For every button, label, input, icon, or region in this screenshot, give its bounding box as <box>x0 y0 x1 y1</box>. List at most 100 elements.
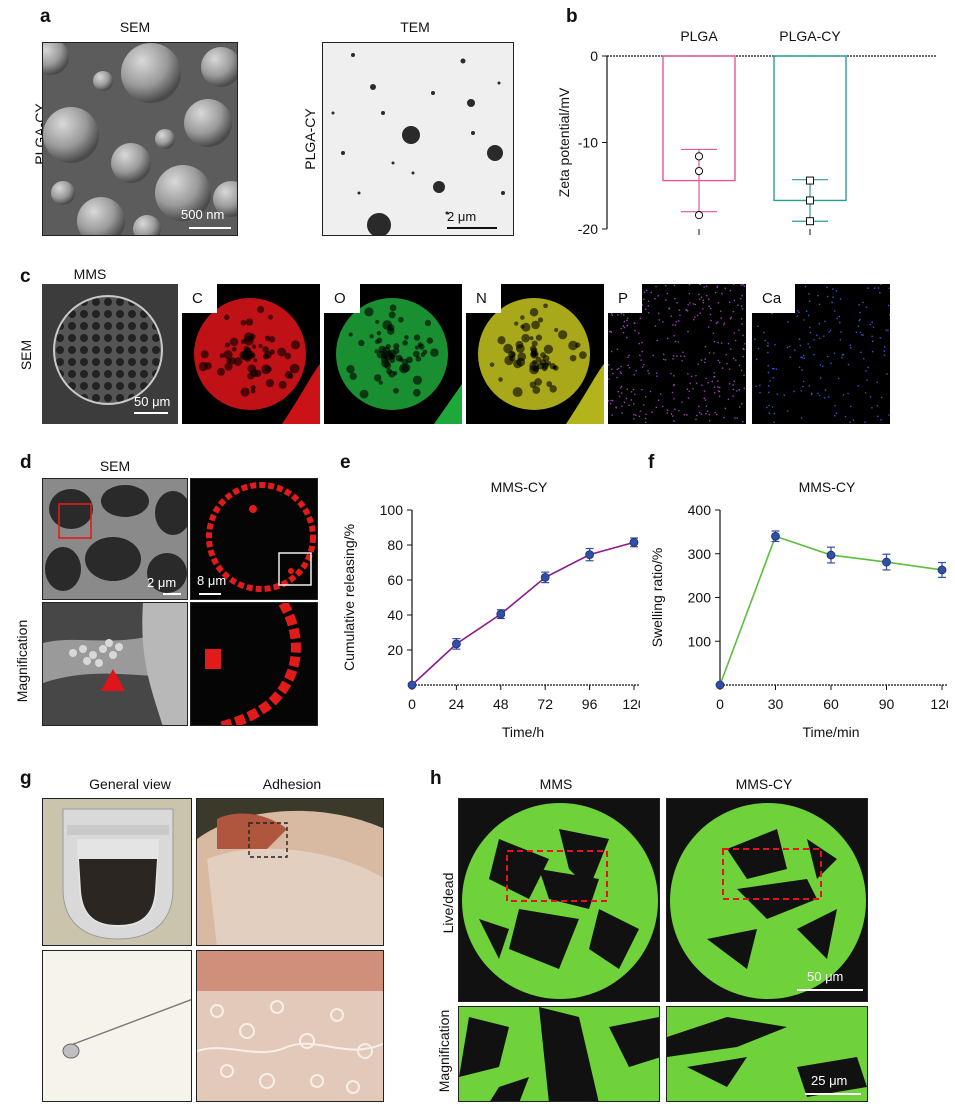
b-data-point <box>694 166 704 176</box>
element-map-label-c: C <box>182 284 217 313</box>
e-x-tick-label: 48 <box>493 696 509 712</box>
e-x-tick-label: 96 <box>582 696 598 712</box>
f-title: MMS-CY <box>799 479 856 495</box>
panel-a-label: a <box>40 6 51 27</box>
panel-a-tem-side-label: PLGA-CY <box>302 108 318 170</box>
panel-h-row2-label: Magnification <box>436 1009 452 1093</box>
panel-d-right-scale-bar <box>199 593 221 595</box>
e-data-point <box>540 572 550 582</box>
live-dead-mms-cy-magnification: 25 μm <box>666 1006 868 1102</box>
f-x-tick-label: 30 <box>768 696 784 712</box>
e-data-point <box>496 609 506 619</box>
panel-g-col2-title: Adhesion <box>262 776 322 792</box>
f-y-axis-label: Swelling ratio/% <box>649 548 665 648</box>
e-y-tick-label: 80 <box>387 537 403 553</box>
f-y-tick-label: 100 <box>688 633 712 649</box>
panel-e-label: e <box>340 452 351 473</box>
panel-h-row1-label: Live/dead <box>440 872 456 934</box>
e-y-axis-label: Cumulative releasing/% <box>341 524 357 671</box>
panel-h-col2-title: MMS-CY <box>735 776 793 792</box>
f-y-tick-label: 300 <box>688 546 712 562</box>
tem-scale-bar-label: 2 μm <box>447 209 477 224</box>
b-y-tick-label: -20 <box>578 221 598 237</box>
adhesion-magnification <box>196 950 384 1102</box>
live-dead-mms-magnification <box>458 1006 660 1102</box>
fluorescence-sphere: 8 μm <box>190 478 318 600</box>
panel-h-col1-title: MMS <box>539 776 573 792</box>
f-x-tick-label: 120 <box>930 696 948 712</box>
tem-scale-bar <box>447 227 497 229</box>
f-data-point <box>771 531 780 541</box>
panel-c-mms-title: MMS <box>73 266 107 282</box>
e-y-tick-label: 20 <box>387 642 403 658</box>
panel-c-label: c <box>20 266 31 287</box>
tem-micrograph-plga-cy: 2 μm <box>322 42 514 236</box>
f-data-point <box>826 550 836 560</box>
element-map-label-n: N <box>466 284 501 313</box>
e-x-tick-label: 24 <box>449 696 465 712</box>
f-data-point <box>937 565 947 575</box>
element-map-n: N <box>466 284 604 424</box>
e-title: MMS-CY <box>491 479 548 495</box>
panel-d-sem-title: SEM <box>99 458 131 474</box>
fluorescence-magnification <box>190 602 318 726</box>
panel-h-label: h <box>430 768 442 789</box>
e-x-axis-label: Time/h <box>502 724 544 740</box>
panel-f-label: f <box>648 452 655 473</box>
element-map-ca: Ca <box>752 284 890 424</box>
cumulative-release-chart: MMS-CY 20 40 60 80 100 0 24 48 72 96 120 Time/h Cumul… <box>341 479 640 740</box>
b-y-axis-label: Zeta potential/mV <box>556 87 572 197</box>
element-map-o: O <box>324 284 462 424</box>
element-map-p: P <box>608 284 746 424</box>
swelling-ratio-chart: MMS-CY 100 200 300 400 0 30 60 90 120 Time/min Swel… <box>649 479 948 740</box>
panel-g-label: g <box>20 768 32 789</box>
panel-h-scale2-bar <box>805 1093 861 1095</box>
f-x-tick-label: 90 <box>879 696 895 712</box>
b-y-tick-label: 0 <box>590 48 598 64</box>
mms-scale-bar <box>134 412 168 414</box>
f-data-point <box>882 557 891 567</box>
element-map-label-p: P <box>608 284 643 313</box>
b-category-label: PLGA <box>680 28 718 44</box>
f-y-tick-label: 400 <box>688 502 712 518</box>
e-y-tick-label: 100 <box>380 502 404 518</box>
panel-d-right-scale-label: 8 μm <box>197 573 227 588</box>
b-data-point <box>694 211 704 220</box>
sem-porous-surface: 2 μm <box>42 478 188 600</box>
live-dead-mms-cy: 50 μm <box>666 798 868 1002</box>
e-x-tick-label: 120 <box>622 696 640 712</box>
panel-a-tem-title: TEM <box>400 19 430 35</box>
panel-c-side-label: SEM <box>18 339 34 371</box>
adhesion-tissue-view <box>196 798 384 946</box>
e-data-point <box>452 639 461 649</box>
e-y-tick-label: 40 <box>387 607 403 623</box>
e-data-point <box>407 680 417 690</box>
e-data-point <box>585 550 595 560</box>
live-dead-mms <box>458 798 660 1002</box>
b-category-label: PLGA-CY <box>779 28 841 44</box>
b-data-point <box>694 152 704 161</box>
panel-h-scale2-label: 25 μm <box>811 1073 848 1088</box>
f-x-axis-label: Time/min <box>802 724 859 740</box>
b-data-point <box>806 196 814 205</box>
panel-g-col1-title: General view <box>89 776 171 792</box>
sem-scale-bar <box>189 227 231 229</box>
panel-d-left-scale-label: 2 μm <box>147 575 177 590</box>
panel-d-left-scale-bar <box>163 593 181 595</box>
panel-a-sem-title: SEM <box>119 19 151 35</box>
sem-scale-bar-label: 500 nm <box>181 207 225 222</box>
e-x-tick-label: 0 <box>408 696 416 712</box>
panel-b-label: b <box>566 6 578 27</box>
e-y-tick-label: 60 <box>387 572 403 588</box>
f-x-tick-label: 60 <box>823 696 839 712</box>
f-x-tick-label: 0 <box>716 696 724 712</box>
panel-d-label: d <box>20 452 32 473</box>
b-data-point <box>806 176 814 185</box>
panel-d-side-label: Magnification <box>14 619 30 703</box>
sem-micrograph-plga-cy: 500 nm <box>42 42 238 236</box>
e-data-point <box>629 537 639 547</box>
panel-h-scale1-bar <box>797 989 863 991</box>
droplet-on-needle <box>42 950 192 1102</box>
e-series-line <box>411 541 635 686</box>
element-map-label-o: O <box>324 284 360 313</box>
